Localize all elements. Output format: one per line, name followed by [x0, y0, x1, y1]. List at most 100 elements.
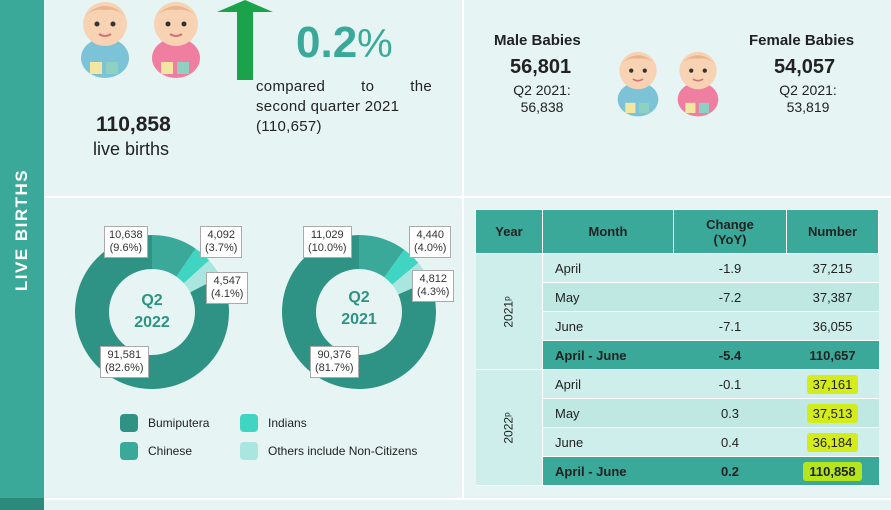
callout-pct: (81.7%) [315, 362, 354, 374]
cell-change: 0.3 [673, 398, 787, 428]
table-header-row: Year Month Change (YoY) Number [475, 209, 879, 254]
callout-value: 10,638 [109, 229, 143, 241]
table-total-row: April - June -5.4 110,657 [476, 340, 879, 370]
change-percentage: 0.2% [296, 18, 393, 68]
highlighted-number: 36,184 [806, 432, 859, 452]
callout-2021-bumiputera: 90,376 (81.7%) [310, 346, 359, 378]
callout-pct: (4.1%) [211, 288, 244, 300]
legend-swatch-indians [240, 414, 258, 432]
legend-others: Others include Non-Citizens [240, 442, 417, 460]
callout-pct: (3.7%) [205, 242, 238, 254]
callout-pct: (82.6%) [105, 362, 144, 374]
table-row: May -7.2 37,387 [476, 282, 879, 312]
year-label-2021: 2021ᵖ [501, 296, 516, 328]
header-year: Year [475, 209, 543, 254]
donut-2021-year: 2021 [341, 311, 377, 328]
cell-number: 36,184 [786, 427, 879, 457]
cell-number: 110,858 [786, 456, 879, 486]
compared-line-2: second quarter 2021 [256, 98, 400, 115]
female-prev-value: 53,819 [786, 99, 830, 115]
donut-2021-quarter: Q2 [348, 289, 370, 306]
cell-month: April [542, 369, 674, 399]
compared-word-1: compared [256, 78, 326, 95]
year-cell-2022: 2022ᵖ [475, 369, 543, 486]
cell-month: April - June [542, 456, 674, 486]
legend-chinese: Chinese [120, 442, 192, 460]
cell-month: June [542, 427, 674, 457]
sidebar-label: LIVE BIRTHS [12, 168, 31, 292]
cell-change: -5.4 [673, 340, 787, 370]
donut-slice-chinese [359, 235, 405, 278]
cell-change: -0.1 [673, 369, 787, 399]
cell-change: -1.9 [673, 253, 787, 283]
table-row: May 0.3 37,513 [476, 398, 879, 428]
female-baby-icon [152, 2, 200, 78]
male-prev-quarter: Q2 2021: 56,838 [502, 82, 582, 116]
female-prev-label: Q2 2021: [779, 82, 837, 98]
cell-month: April [542, 253, 674, 283]
male-prev-value: 56,838 [520, 99, 564, 115]
donut-2022-quarter: Q2 [141, 292, 163, 309]
callout-value: 4,812 [419, 273, 447, 285]
callout-value: 91,581 [107, 349, 142, 361]
total-births-label: live births [93, 139, 170, 159]
male-baby-icon [81, 2, 129, 78]
sidebar: LIVE BIRTHS [0, 0, 44, 510]
change-unit: % [357, 22, 393, 66]
change-value: 0.2 [296, 18, 358, 67]
cell-change: -7.1 [673, 311, 787, 341]
highlighted-number: 37,161 [806, 374, 859, 394]
callout-value: 11,029 [310, 229, 344, 241]
callout-2021-indians: 4,440 (4.0%) [409, 226, 452, 258]
legend-label-others: Others include Non-Citizens [268, 444, 418, 458]
legend-label-indians: Indians [268, 416, 307, 430]
table-row: June -7.1 36,055 [476, 311, 879, 341]
male-prev-label: Q2 2021: [513, 82, 571, 98]
sidebar-bottom-band [0, 498, 44, 510]
year-label-2022: 2022ᵖ [501, 412, 516, 444]
callout-2021-chinese: 11,029 (10.0%) [303, 226, 352, 258]
table-row: June 0.4 36,184 [476, 427, 879, 457]
callout-value: 4,092 [207, 229, 235, 241]
header-change-line2: (YoY) [713, 231, 747, 247]
donut-slice-indians [384, 249, 419, 285]
table-row: 2021ᵖ April -1.9 37,215 [475, 253, 879, 370]
callout-2022-chinese: 10,638 (9.6%) [104, 226, 148, 258]
callout-pct: (10.0%) [308, 242, 347, 254]
donut-2021-center: Q2 2021 [329, 287, 389, 331]
arrow-up-icon [217, 0, 273, 80]
cell-change: 0.2 [673, 456, 787, 486]
cell-month: May [542, 282, 674, 312]
legend-swatch-others [240, 442, 258, 460]
callout-value: 4,547 [213, 275, 241, 287]
donut-2022-center: Q2 2022 [122, 290, 182, 334]
callout-pct: (9.6%) [109, 242, 143, 254]
callout-2022-bumiputera: 91,581 (82.6%) [100, 346, 149, 378]
live-births-table: Year Month Change (YoY) Number 2021ᵖ Apr… [475, 209, 879, 486]
male-babies-title: Male Babies [494, 32, 581, 49]
highlighted-number: 110,858 [803, 461, 862, 481]
bottom-divider [44, 498, 891, 500]
legend-bumiputera: Bumiputera [120, 414, 209, 432]
cell-number: 37,161 [786, 369, 879, 399]
header-change: Change (YoY) [673, 209, 787, 254]
donut-2022-year: 2022 [134, 314, 170, 331]
cell-number: 37,387 [786, 282, 879, 312]
cell-number: 37,215 [786, 253, 879, 283]
compared-word-2: to [361, 78, 375, 95]
donut-slice-others [183, 260, 221, 293]
header-month: Month [542, 209, 674, 254]
legend-label-chinese: Chinese [148, 444, 193, 458]
cell-number: 36,055 [786, 311, 879, 341]
total-births-number: 110,858 [96, 113, 171, 136]
cell-change: -7.2 [673, 282, 787, 312]
cell-number: 110,657 [786, 340, 879, 370]
callout-value: 90,376 [317, 349, 352, 361]
legend-label-bumiputera: Bumiputera [148, 416, 210, 430]
header-change-line1: Change [706, 216, 754, 232]
cell-month: May [542, 398, 674, 428]
female-babies-title: Female Babies [749, 32, 855, 49]
highlighted-number: 37,513 [806, 403, 859, 423]
header-number: Number [786, 209, 879, 254]
callout-2021-others: 4,812 (4.3%) [412, 270, 455, 302]
